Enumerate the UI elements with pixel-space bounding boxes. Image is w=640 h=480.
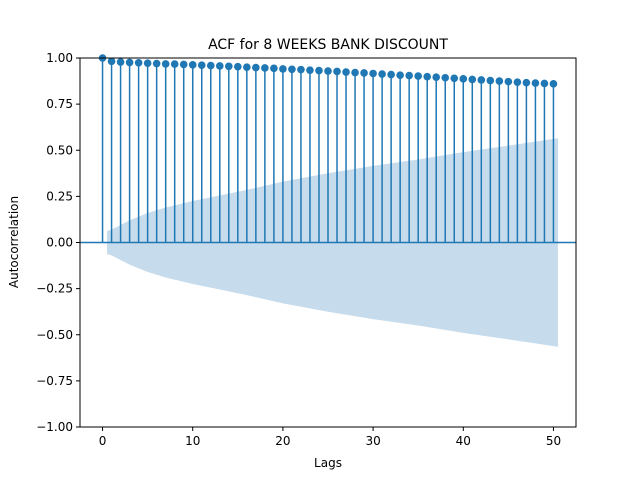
acf-marker bbox=[306, 66, 314, 74]
acf-marker bbox=[504, 77, 513, 86]
acf-marker bbox=[315, 66, 323, 75]
x-axis-label: Lags bbox=[314, 456, 342, 470]
acf-marker bbox=[152, 59, 161, 68]
acf-marker bbox=[468, 75, 477, 84]
acf-marker bbox=[477, 76, 486, 84]
acf-marker bbox=[170, 60, 179, 68]
acf-marker bbox=[143, 59, 152, 67]
acf-marker bbox=[513, 78, 522, 86]
acf-marker bbox=[134, 58, 143, 67]
acf-marker bbox=[243, 63, 251, 72]
y-tick-label: 0.00 bbox=[46, 236, 73, 250]
y-axis-label: Autocorrelation bbox=[7, 196, 21, 288]
acf-marker bbox=[116, 58, 125, 66]
acf-marker bbox=[179, 60, 188, 69]
acf-marker bbox=[206, 61, 215, 70]
acf-marker bbox=[351, 68, 359, 77]
acf-marker bbox=[188, 61, 197, 69]
acf-marker bbox=[107, 57, 116, 66]
y-tick-label: −1.00 bbox=[36, 420, 73, 434]
y-tick-label: 1.00 bbox=[46, 51, 73, 65]
x-tick-label: 30 bbox=[365, 434, 380, 448]
acf-marker bbox=[459, 75, 468, 83]
acf-marker bbox=[324, 67, 332, 75]
x-tick-label: 20 bbox=[275, 434, 290, 448]
acf-marker bbox=[378, 70, 386, 78]
acf-marker bbox=[297, 65, 305, 74]
acf-marker bbox=[197, 61, 206, 69]
x-tick-label: 0 bbox=[99, 434, 107, 448]
acf-marker bbox=[252, 63, 260, 72]
acf-marker bbox=[405, 71, 413, 80]
chart-title: ACF for 8 WEEKS BANK DISCOUNT bbox=[208, 37, 448, 53]
acf-marker bbox=[549, 80, 558, 88]
y-tick-label: 0.50 bbox=[46, 143, 73, 157]
y-tick-label: 0.25 bbox=[46, 189, 73, 203]
acf-marker bbox=[288, 65, 296, 74]
y-tick-label: 0.75 bbox=[46, 97, 73, 111]
y-tick-label: −0.75 bbox=[36, 374, 73, 388]
y-tick-label: −0.25 bbox=[36, 282, 73, 296]
x-tick-label: 10 bbox=[185, 434, 200, 448]
acf-marker bbox=[161, 60, 170, 68]
acf-marker bbox=[369, 69, 377, 78]
x-tick-label: 50 bbox=[546, 434, 561, 448]
acf-marker bbox=[495, 77, 504, 85]
acf-marker bbox=[279, 65, 287, 73]
acf-marker bbox=[125, 58, 134, 67]
acf-marker bbox=[360, 69, 368, 77]
acf-marker bbox=[540, 79, 549, 88]
acf-marker bbox=[396, 71, 404, 79]
acf-marker bbox=[342, 68, 350, 76]
plot-area: 0 10 20 30 40 50 −1.00 −0.75 −0.50 −0.25 0.00 0.25 0… bbox=[36, 51, 577, 448]
acf-marker bbox=[450, 74, 459, 83]
acf-marker bbox=[522, 78, 531, 87]
acf-marker bbox=[531, 79, 540, 87]
acf-marker bbox=[215, 62, 224, 70]
acf-marker bbox=[270, 64, 278, 73]
acf-marker bbox=[486, 76, 495, 85]
acf-marker bbox=[414, 72, 422, 80]
acf-marker bbox=[441, 73, 450, 82]
acf-marker bbox=[423, 72, 432, 81]
acf-marker bbox=[333, 67, 341, 76]
acf-marker bbox=[261, 64, 269, 72]
acf-marker bbox=[234, 62, 242, 71]
acf-marker bbox=[387, 70, 395, 79]
y-tick-label: −0.50 bbox=[36, 328, 73, 342]
x-tick-label: 40 bbox=[456, 434, 471, 448]
acf-marker bbox=[225, 62, 233, 71]
acf-marker bbox=[432, 73, 441, 81]
